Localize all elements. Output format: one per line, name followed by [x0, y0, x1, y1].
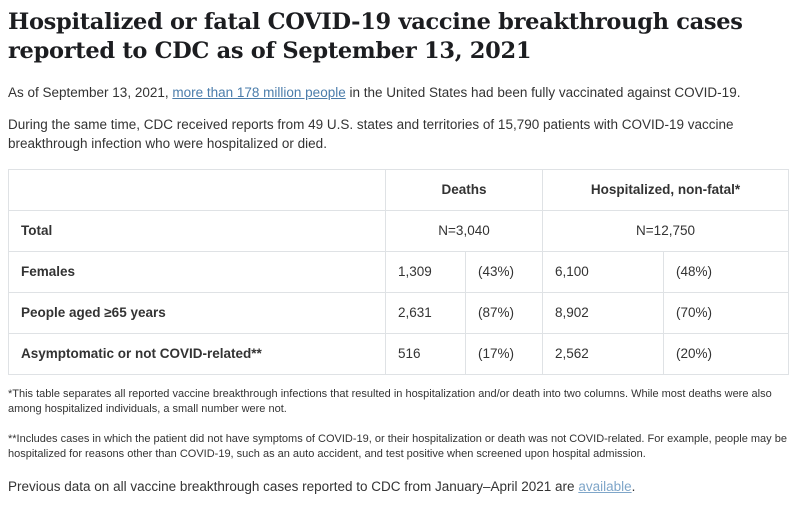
aged-65-hospitalized-percent: (70%) [663, 291, 790, 334]
table-row-aged-65: People aged ≥65 years 2,631 (87%) 8,902 … [8, 291, 790, 334]
females-hospitalized-percent: (48%) [663, 250, 790, 293]
females-deaths-count: 1,309 [385, 250, 466, 293]
table-row-females: Females 1,309 (43%) 6,100 (48%) [8, 250, 790, 293]
reports-summary-paragraph: During the same time, CDC received repor… [8, 116, 734, 152]
hospitalized-column-header: Hospitalized, non-fatal* [542, 168, 790, 211]
page-title: Hospitalized or fatal COVID-19 vaccine b… [8, 8, 792, 66]
table-corner-cell [8, 168, 386, 211]
asymptomatic-hospitalized-percent: (20%) [663, 332, 790, 375]
table-row-total: Total N=3,040 N=12,750 [8, 209, 790, 252]
table-header-row: Deaths Hospitalized, non-fatal* [8, 168, 790, 211]
intro-text-suffix: in the United States had been fully vacc… [345, 85, 741, 100]
previous-data-available-link[interactable]: available [578, 478, 632, 494]
asymptomatic-deaths-count: 516 [385, 332, 466, 375]
total-deaths-n: N=3,040 [384, 209, 544, 252]
aged-65-deaths-count: 2,631 [385, 291, 466, 334]
page-title-line-1: Hospitalized or fatal COVID-19 vaccine b… [8, 9, 743, 35]
aged-65-hospitalized-count: 8,902 [542, 291, 665, 334]
table-row-asymptomatic: Asymptomatic or not COVID-related** 516 … [8, 332, 790, 375]
intro-text-prefix: As of September 13, 2021, [8, 85, 173, 100]
aged-65-deaths-percent: (87%) [464, 291, 544, 334]
deaths-column-header: Deaths [384, 168, 544, 211]
closing-text-suffix: . [631, 478, 636, 494]
breakthrough-cases-table: Deaths Hospitalized, non-fatal* Total N=… [8, 168, 790, 375]
row-label-asymptomatic: Asymptomatic or not COVID-related** [8, 332, 386, 375]
row-label-females: Females [8, 250, 386, 293]
intro-paragraph: As of September 13, 2021, more than 178 … [8, 83, 792, 103]
total-hospitalized-n: N=12,750 [542, 209, 790, 252]
footnote-table-columns: *This table separates all reported vacci… [8, 387, 772, 415]
closing-text-prefix: Previous data on all vaccine breakthroug… [8, 478, 579, 494]
asymptomatic-deaths-percent: (17%) [464, 332, 544, 375]
footnote-asymptomatic-definition: **Includes cases in which the patient di… [8, 432, 787, 460]
females-hospitalized-count: 6,100 [542, 250, 665, 293]
asymptomatic-hospitalized-count: 2,562 [542, 332, 665, 375]
row-label-aged-65: People aged ≥65 years [8, 291, 386, 334]
previous-data-paragraph: Previous data on all vaccine breakthroug… [8, 477, 792, 497]
row-label-total: Total [8, 209, 386, 252]
page-title-line-2: reported to CDC as of September 13, 2021 [8, 38, 532, 64]
females-deaths-percent: (43%) [464, 250, 544, 293]
fully-vaccinated-count-link[interactable]: more than 178 million people [172, 85, 346, 100]
